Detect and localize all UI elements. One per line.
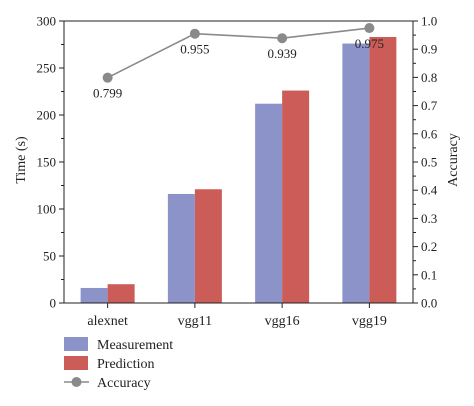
x-tick-label-vgg16: vgg16	[265, 314, 300, 329]
x-tick-label-alexnet: alexnet	[87, 314, 128, 329]
y-tick-label-left: 200	[37, 108, 57, 123]
bar-prediction-alexnet	[107, 284, 135, 303]
accuracy-data-label-alexnet: 0.799	[93, 86, 122, 101]
accuracy-line	[107, 27, 370, 79]
y-axis-title-left: Time (s)	[14, 136, 29, 184]
y-tick-label-left: 150	[37, 155, 57, 170]
accuracy-point-alexnet	[102, 72, 113, 83]
x-tick-label-vgg19: vgg19	[352, 314, 387, 329]
bar-prediction-vgg19	[369, 36, 397, 303]
bar-prediction-vgg16	[282, 90, 310, 303]
y-tick-label-left: 50	[43, 249, 56, 264]
accuracy-point-vgg11	[189, 28, 200, 39]
legend-swatch-measurement	[64, 337, 88, 351]
bar-measurement-vgg19	[342, 43, 370, 304]
y-tick-label-left: 0	[50, 296, 57, 311]
legend-swatch-prediction	[64, 356, 88, 370]
accuracy-point-vgg19	[364, 23, 375, 34]
y-tick-label-left: 100	[37, 202, 57, 217]
y-tick-label-right: 0.8	[421, 70, 437, 85]
legend: Measurement Prediction Accuracy	[64, 337, 173, 391]
y-tick-label-right: 0.0	[421, 296, 437, 311]
bars-layer	[80, 36, 397, 304]
y-axis-title-right: Accuracy	[446, 133, 461, 187]
accuracy-line-layer: 0.799 0.955 0.939 0.975	[93, 23, 384, 101]
legend-label-measurement: Measurement	[97, 338, 173, 353]
y-tick-label-right: 0.6	[421, 126, 438, 141]
legend-label-prediction: Prediction	[97, 357, 155, 372]
axes-layer: 0 50 100 150 200 250 300 0.0 0.1 0.2 0.3 0.4 0.5 0.6 0…	[37, 14, 438, 330]
accuracy-data-label-vgg11: 0.955	[180, 42, 209, 57]
y-tick-label-right: 0.5	[421, 155, 437, 170]
y-tick-label-right: 0.9	[421, 42, 437, 57]
y-tick-label-right: 0.4	[421, 183, 438, 198]
legend-label-accuracy: Accuracy	[97, 376, 151, 391]
x-tick-label-vgg11: vgg11	[178, 314, 212, 329]
y-tick-label-left: 300	[37, 14, 57, 29]
bar-prediction-vgg11	[194, 189, 222, 303]
accuracy-point-vgg16	[277, 33, 288, 44]
y-tick-label-left: 250	[37, 61, 57, 76]
bar-measurement-alexnet	[80, 287, 108, 303]
y-tick-label-right: 0.2	[421, 239, 437, 254]
y-tick-label-right: 0.3	[421, 211, 437, 226]
accuracy-data-label-vgg19: 0.975	[355, 36, 384, 51]
y-tick-label-right: 1.0	[421, 14, 437, 29]
legend-marker-accuracy	[71, 377, 82, 387]
y-tick-label-right: 0.7	[421, 98, 438, 113]
y-tick-label-right: 0.1	[421, 267, 437, 282]
accuracy-data-label-vgg16: 0.939	[268, 46, 297, 61]
bar-measurement-vgg11	[167, 193, 195, 303]
bar-measurement-vgg16	[255, 103, 283, 303]
